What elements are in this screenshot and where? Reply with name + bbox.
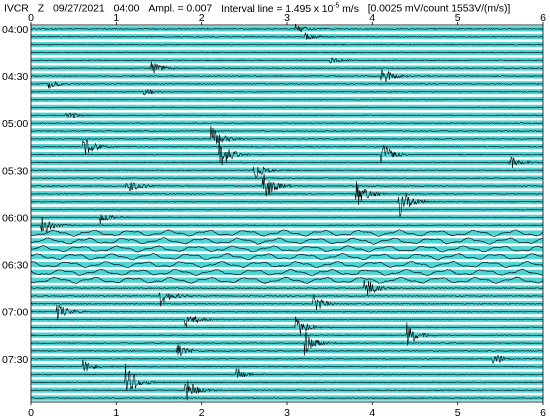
interval-band <box>31 379 543 385</box>
seismic-trace <box>30 136 543 166</box>
y-tick-label: 07:00 <box>2 307 28 319</box>
x-tick-label-bottom: 5 <box>455 407 461 419</box>
seismic-trace <box>30 214 543 225</box>
interval-band <box>31 230 543 236</box>
record-date: 09/27/2021 <box>53 2 105 15</box>
seismic-trace <box>31 368 543 378</box>
x-tick-label-bottom: 4 <box>369 407 375 419</box>
seismic-trace <box>30 112 543 119</box>
interval-band <box>31 81 543 87</box>
seismic-trace <box>30 276 543 284</box>
seismic-trace <box>30 260 543 269</box>
seismic-trace <box>30 315 543 328</box>
seismic-trace <box>30 279 543 296</box>
seismic-trace <box>30 193 543 218</box>
seismic-trace <box>31 69 543 83</box>
seismic-trace <box>30 208 543 211</box>
y-tick-label: 04:00 <box>2 24 28 36</box>
seismic-trace <box>30 380 543 401</box>
interval-band <box>31 253 543 260</box>
y-tick-label: 07:30 <box>2 354 28 366</box>
seismic-trace <box>31 173 543 197</box>
interval-band <box>31 238 543 244</box>
seismic-trace <box>30 322 543 346</box>
y-tick-label: 06:00 <box>2 212 28 224</box>
interval-bands <box>31 26 543 401</box>
seismic-trace <box>30 177 543 180</box>
y-tick-label: 04:30 <box>2 71 28 83</box>
seismic-trace <box>30 344 543 357</box>
interval-band <box>31 246 543 252</box>
seismic-trace <box>30 139 543 156</box>
x-tick-label-bottom: 1 <box>113 407 119 419</box>
record-start-time: 04:00 <box>113 2 140 15</box>
interval-band <box>31 269 543 275</box>
amplitude-label: Ampl. = 0.007 <box>148 2 213 15</box>
seismic-trace <box>30 122 543 125</box>
x-tick-label-top: 1 <box>113 12 119 24</box>
seismic-trace <box>30 245 543 253</box>
interval-exponent: -5 <box>333 2 340 9</box>
seismic-traces <box>30 24 543 401</box>
seismic-trace <box>30 229 543 237</box>
seismic-trace <box>30 316 543 335</box>
plot-header: IVCR Z 09/27/2021 04:00 Ampl. = 0.007 Interva… <box>4 2 510 15</box>
calibration-label: [0.0025 mV/count 1553V/(m/s)] <box>367 2 511 15</box>
seismic-trace <box>30 252 543 261</box>
plot-frame <box>30 22 544 405</box>
seismic-trace <box>31 363 543 391</box>
seismic-trace <box>30 397 543 399</box>
seismic-trace <box>30 24 543 33</box>
interval-band <box>31 73 543 79</box>
interval-band <box>31 144 543 150</box>
y-tick-label: 05:00 <box>2 118 28 130</box>
y-tick-label: 05:30 <box>2 165 28 177</box>
seismic-trace <box>30 294 543 311</box>
x-tick-label-bottom: 0 <box>28 407 34 419</box>
axis-labels: 0 0 1 1 2 2 3 3 4 4 5 5 6 6 04:00 04:30 05:00 05:30 06:00 0… <box>2 12 546 419</box>
x-tick-label-top: 2 <box>199 12 205 24</box>
seismic-trace <box>30 31 543 40</box>
x-tick-label-top: 3 <box>284 12 290 24</box>
seismic-trace <box>30 126 543 144</box>
component-code: Z <box>37 2 45 15</box>
seismic-trace <box>30 292 543 307</box>
interval-band <box>31 277 543 283</box>
seismic-trace <box>30 43 543 46</box>
seismic-trace <box>30 156 543 169</box>
seismic-trace <box>30 51 543 54</box>
seismic-trace <box>30 56 543 64</box>
seismic-trace <box>30 354 543 364</box>
x-tick-label-top: 5 <box>455 12 461 24</box>
y-tick-label: 06:30 <box>2 260 28 272</box>
interval-band <box>31 356 543 362</box>
seismic-trace <box>30 166 543 179</box>
x-tick-label-top: 4 <box>369 12 375 24</box>
seismic-trace <box>30 88 543 96</box>
interval-band <box>31 308 543 315</box>
seismic-trace <box>30 237 543 245</box>
seismic-trace <box>30 331 543 356</box>
seismic-trace <box>30 268 543 277</box>
x-tick-label-top: 6 <box>540 12 546 24</box>
seismic-trace <box>30 304 543 320</box>
station-code: IVCR <box>4 2 29 15</box>
seismic-trace <box>31 216 543 233</box>
interval-band <box>31 261 543 268</box>
seismic-trace <box>31 180 543 206</box>
x-tick-label-bottom: 3 <box>284 407 290 419</box>
interval-band <box>31 214 543 220</box>
seismic-trace <box>31 80 543 90</box>
seismic-trace <box>30 106 543 109</box>
interval-label: Interval line = 1.495 x 10-5 m/s <box>221 2 359 15</box>
seismic-trace <box>30 98 543 101</box>
seismic-trace <box>30 359 543 372</box>
x-tick-label-bottom: 6 <box>540 407 546 419</box>
seismic-trace <box>30 61 543 74</box>
x-tick-label-bottom: 2 <box>199 407 205 419</box>
x-tick-label-top: 0 <box>28 12 34 24</box>
seismic-trace <box>31 130 543 132</box>
